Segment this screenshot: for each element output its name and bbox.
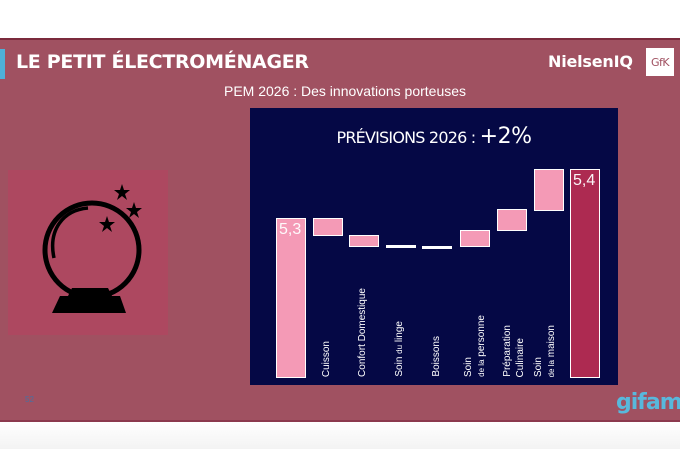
bar-confort-domestique bbox=[349, 235, 379, 247]
slide-title: LE PETIT ÉLECTROMÉNAGER bbox=[16, 51, 309, 73]
category-label-boissons: Boissons bbox=[431, 336, 442, 377]
bar-start-value: 5,3 bbox=[279, 221, 302, 238]
chart-title-highlight: +2% bbox=[479, 124, 532, 149]
window-bottom-area bbox=[0, 422, 680, 449]
crystal-ball-icon bbox=[42, 184, 142, 313]
slide: LE PETIT ÉLECTROMÉNAGER PEM 2026 : Des i… bbox=[0, 38, 680, 422]
category-label-confort-domestique: Confort Domestique bbox=[357, 288, 368, 377]
chart-title: PRÉVISIONS 2026 : +2% bbox=[250, 124, 618, 149]
category-label-soin-du-linge: Soin du linge bbox=[394, 321, 405, 377]
gfk-logo-text: GfK bbox=[650, 55, 670, 69]
window-top-area bbox=[0, 0, 680, 38]
gfk-logo: GfK bbox=[646, 48, 674, 76]
bar-soin-de-la-maison bbox=[534, 169, 564, 211]
bar-soin-de-la-personne bbox=[460, 230, 490, 247]
bar-preparation-culinaire bbox=[497, 209, 527, 231]
bar-end-value: 5,4 bbox=[573, 172, 596, 189]
category-label-cuisson: Cuisson bbox=[321, 340, 332, 377]
bar-soin-du-linge bbox=[386, 245, 416, 248]
bar-start-total: 5,3 bbox=[276, 218, 306, 378]
category-label-preparation: Préparation bbox=[502, 325, 513, 377]
page-number: 52 bbox=[25, 395, 34, 404]
waterfall-chart: PRÉVISIONS 2026 : +2% 5,3 5,4 Cuisson Co… bbox=[250, 108, 618, 385]
category-label-soin-de-la-maison: Soin bbox=[533, 356, 544, 377]
category-label-soin-de-la-personne: Soin bbox=[463, 356, 474, 377]
category-label-culinaire: Culinaire bbox=[515, 337, 526, 377]
crystal-ball-icon-box bbox=[8, 170, 168, 335]
category-label-soin-de-la-personne-sub: de la personne bbox=[476, 315, 487, 377]
nielseniq-logo: NielsenIQ bbox=[548, 52, 633, 71]
bar-cuisson bbox=[313, 218, 343, 236]
gifam-logo: gifam bbox=[616, 390, 680, 415]
bar-end-total: 5,4 bbox=[570, 169, 600, 378]
title-accent-bar bbox=[0, 49, 5, 79]
slide-subtitle: PEM 2026 : Des innovations porteuses bbox=[223, 83, 467, 99]
bar-boissons bbox=[422, 246, 452, 249]
category-label-soin-de-la-maison-sub: de la maison bbox=[546, 324, 557, 377]
chart-title-text: PRÉVISIONS 2026 : bbox=[336, 128, 477, 147]
